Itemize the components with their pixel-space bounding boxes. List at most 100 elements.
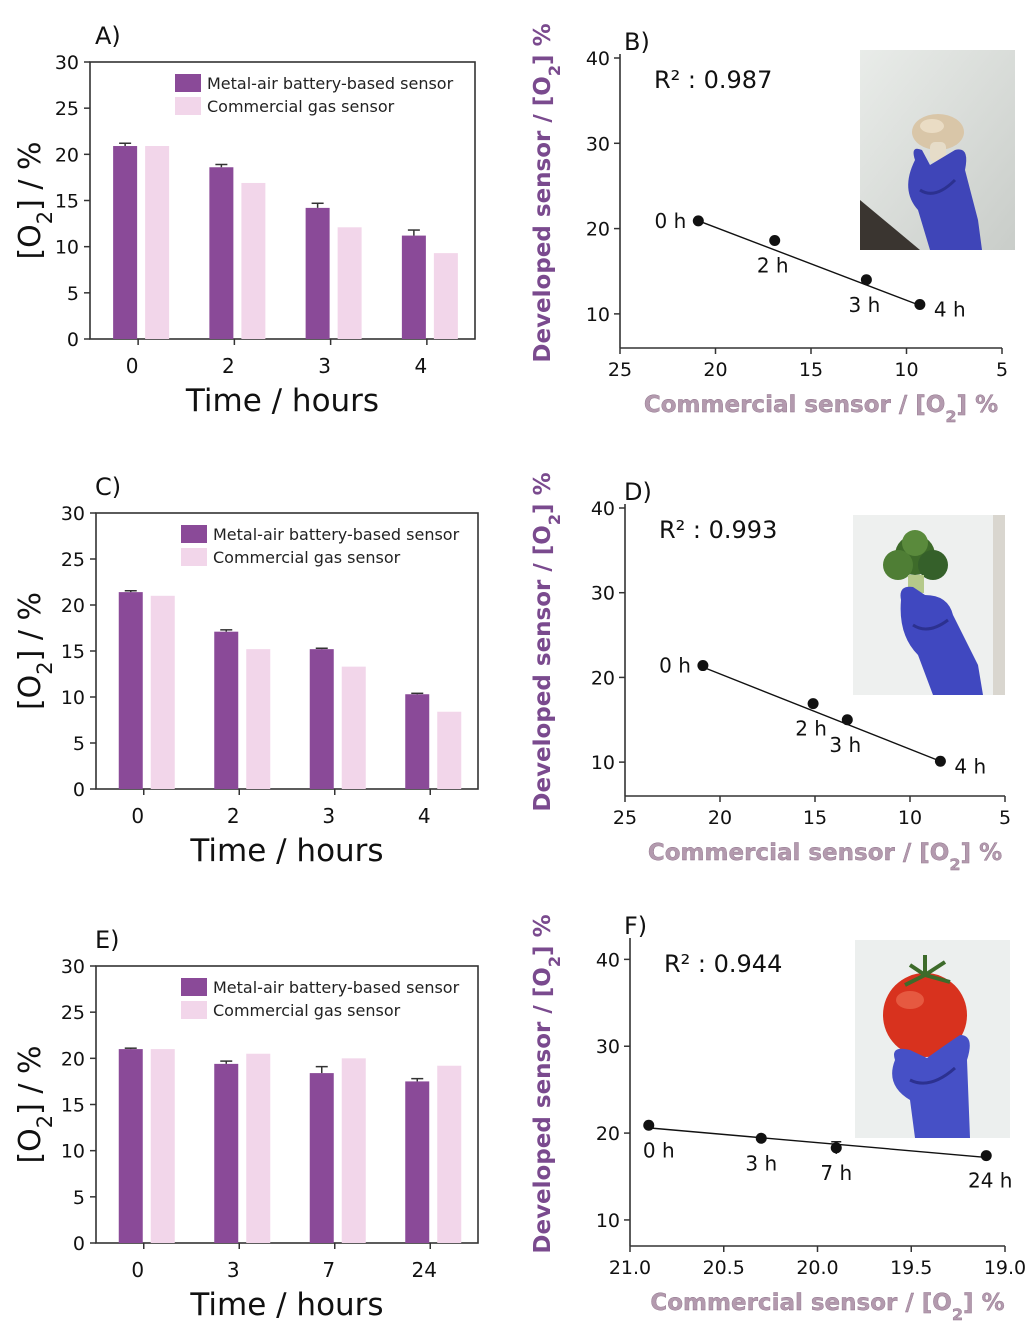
- broccoli-photo: [853, 515, 1005, 695]
- legend-label: Metal-air battery-based sensor: [213, 978, 460, 997]
- data-point: [980, 1150, 992, 1162]
- y-tick-label: 40: [586, 48, 610, 70]
- x-tick-label: 3: [322, 804, 335, 828]
- y-tick-label: 30: [591, 583, 615, 605]
- point-label: 0 h: [655, 209, 687, 233]
- panel-label: B): [624, 28, 650, 56]
- y-tick-label: 15: [61, 1095, 85, 1117]
- y-tick-label: 10: [596, 1210, 620, 1232]
- data-point: [934, 755, 946, 767]
- panel-f-scatter-plot: F) 21.0 20.5 20.0 19.5 19.0 10 20 30 40 0 h 3 h 7 h 2…: [530, 912, 1026, 1324]
- point-label: 0 h: [659, 654, 691, 678]
- legend-swatch: [181, 525, 207, 543]
- y-tick-label: 20: [61, 1048, 85, 1070]
- legend-label: Metal-air battery-based sensor: [213, 525, 460, 544]
- bar-developed-sensor: [305, 207, 330, 339]
- bar-commercial-sensor: [150, 595, 175, 789]
- y-tick-label: 25: [61, 1002, 85, 1024]
- point-label: 3 h: [829, 733, 861, 757]
- panel-label: A): [95, 22, 121, 50]
- bar-developed-sensor: [118, 1049, 143, 1243]
- bar-commercial-sensor: [433, 253, 458, 339]
- x-axis-label: Time / hours: [189, 1287, 383, 1323]
- panel-label: E): [95, 926, 120, 954]
- x-tick-label: 5: [996, 359, 1008, 381]
- panel-e-bar-chart: E) 0 5 10 15 20 25 30 0 3 7 24 Metal-air battery-bas…: [13, 926, 479, 1323]
- x-tick-label: 19.5: [890, 1257, 932, 1279]
- data-point: [914, 299, 926, 310]
- y-tick-label: 20: [586, 219, 610, 241]
- bar-commercial-sensor: [246, 649, 271, 789]
- x-tick-label: 4: [415, 354, 428, 378]
- bar-commercial-sensor: [437, 711, 462, 789]
- bar-commercial-sensor: [246, 1053, 271, 1243]
- bar-developed-sensor: [401, 235, 426, 339]
- y-axis-label: Developed sensor / [O2] %: [530, 914, 564, 1253]
- legend-swatch: [181, 1001, 207, 1019]
- bar-developed-sensor: [405, 1081, 430, 1243]
- legend-swatch: [181, 978, 207, 996]
- bar-commercial-sensor: [241, 182, 266, 339]
- y-tick-label: 10: [591, 752, 615, 774]
- data-point: [755, 1132, 767, 1144]
- data-point: [807, 698, 819, 710]
- bar-developed-sensor: [309, 649, 334, 789]
- bar-developed-sensor: [214, 631, 239, 789]
- x-tick-label: 7: [322, 1258, 335, 1282]
- panel-label: C): [95, 473, 121, 501]
- legend-swatch: [181, 548, 207, 566]
- y-tick-label: 40: [596, 949, 620, 971]
- bar-developed-sensor: [113, 146, 138, 339]
- y-tick-label: 15: [55, 191, 79, 213]
- x-tick-label: 25: [608, 359, 632, 381]
- x-tick-label: 21.0: [609, 1257, 651, 1279]
- y-tick-label: 20: [596, 1123, 620, 1145]
- x-tick-label: 10: [898, 807, 922, 829]
- bar-commercial-sensor: [341, 1058, 366, 1243]
- legend-swatch: [175, 97, 201, 115]
- y-tick-label: 30: [61, 503, 85, 525]
- panel-d-scatter-plot: D) 25 20 15 10 5 10 20 30 40 0 h 2 h3 h 4 h R² : 0.99…: [530, 472, 1011, 873]
- r-squared-annotation: R² : 0.944: [664, 950, 782, 978]
- legend-label: Metal-air battery-based sensor: [207, 74, 454, 93]
- panel-label: F): [624, 912, 647, 940]
- bar-commercial-sensor: [150, 1049, 175, 1243]
- y-axis-label: Developed sensor / [O2] %: [530, 472, 564, 811]
- fit-line: [648, 1127, 987, 1159]
- y-tick-label: 5: [67, 283, 79, 305]
- legend-label: Commercial gas sensor: [213, 1001, 401, 1020]
- y-axis-label: [O2] / %: [13, 1045, 57, 1163]
- point-label: 7 h: [820, 1161, 852, 1185]
- y-tick-label: 10: [61, 687, 85, 709]
- bar-developed-sensor: [118, 592, 143, 789]
- y-tick-label: 30: [596, 1036, 620, 1058]
- y-tick-label: 20: [591, 667, 615, 689]
- bar-developed-sensor: [309, 1073, 334, 1243]
- y-tick-label: 25: [55, 98, 79, 120]
- panel-a-bar-chart: A) 0 5 10 15 20 25 30 0 2 3 4 Metal-air battery-base…: [13, 22, 476, 419]
- fit-line: [696, 219, 921, 307]
- point-label: 4 h: [954, 754, 986, 778]
- y-axis-label: [O2] / %: [13, 141, 57, 259]
- x-tick-label: 10: [894, 359, 918, 381]
- bar-developed-sensor: [405, 694, 430, 789]
- y-tick-label: 0: [67, 329, 79, 351]
- x-tick-label: 20.0: [796, 1257, 838, 1279]
- point-label: 24 h: [968, 1169, 1012, 1193]
- data-point: [860, 274, 872, 286]
- y-axis-label: Developed sensor / [O2] %: [530, 23, 564, 362]
- data-point: [830, 1142, 842, 1154]
- point-label: 4 h: [934, 298, 966, 322]
- y-tick-label: 5: [73, 1187, 85, 1209]
- r-squared-annotation: R² : 0.987: [654, 66, 772, 94]
- x-tick-label: 5: [999, 807, 1011, 829]
- point-label: 2 h: [795, 717, 827, 741]
- x-tick-label: 15: [803, 807, 827, 829]
- y-axis-label: [O2] / %: [13, 592, 57, 710]
- x-tick-label: 0: [126, 354, 139, 378]
- point-label: 3 h: [849, 293, 881, 317]
- y-tick-label: 0: [73, 779, 85, 801]
- y-tick-label: 25: [61, 549, 85, 571]
- data-point: [697, 660, 709, 672]
